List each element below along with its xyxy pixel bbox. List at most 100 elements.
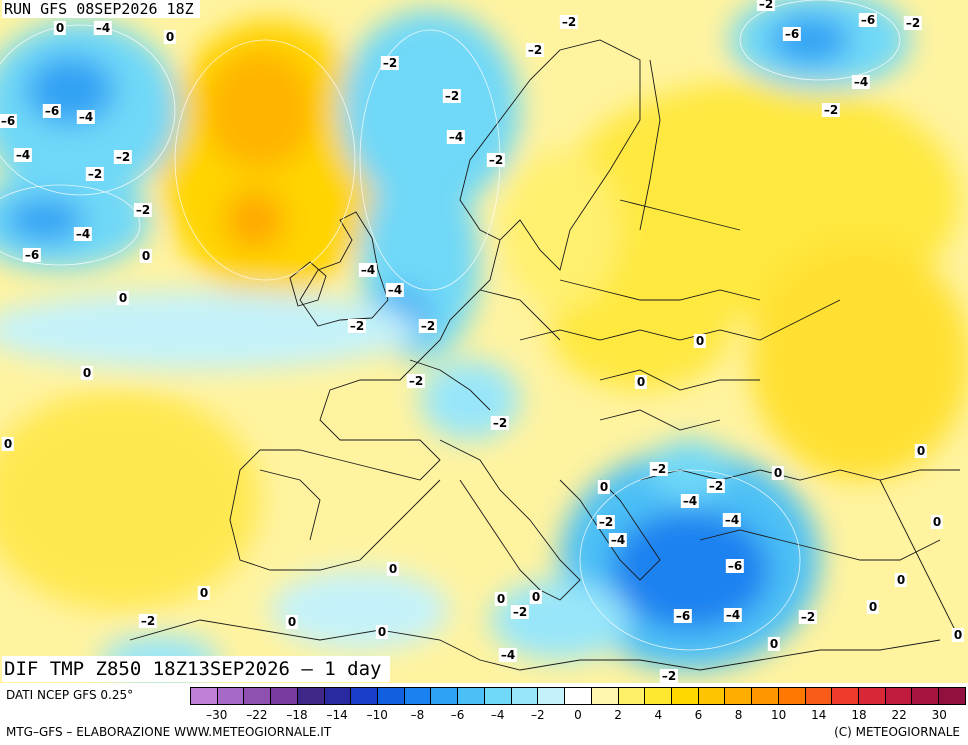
contour-label: –4 xyxy=(385,283,405,297)
tick-label: –22 xyxy=(246,708,268,722)
tick-label: –30 xyxy=(206,708,228,722)
map-area: –2 –2 –2 –2 –4 –2 0 –4 0 –6 –4 –6 –4 –2 –2 –2 –4 –6 0 0 –4 –4… xyxy=(0,0,968,683)
contour-label: 0 xyxy=(139,249,153,263)
contour-label: 0 xyxy=(894,573,908,587)
contour-label: –2 xyxy=(138,614,158,628)
color-swatch xyxy=(538,688,566,704)
contour-label: –2 xyxy=(903,16,923,30)
tick-label: –18 xyxy=(286,708,308,722)
contour-label: –4 xyxy=(851,75,871,89)
contour-label: 0 xyxy=(1,437,15,451)
contour-label: –2 xyxy=(486,153,506,167)
contour-label: –4 xyxy=(93,21,113,35)
color-swatch xyxy=(858,688,886,704)
color-swatch xyxy=(404,688,432,704)
color-swatch xyxy=(244,688,272,704)
tick-label: –8 xyxy=(410,708,425,722)
contour-label: –4 xyxy=(498,648,518,662)
tick-label: –4 xyxy=(490,708,505,722)
color-swatch xyxy=(484,688,512,704)
contour-label: –4 xyxy=(73,227,93,241)
color-swatch xyxy=(885,688,913,704)
color-swatch xyxy=(832,688,859,704)
tick-label: 10 xyxy=(771,708,787,722)
contour-label: –2 xyxy=(706,479,726,493)
data-source: DATI NCEP GFS 0.25° xyxy=(6,688,134,702)
contour-label: –2 xyxy=(649,462,669,476)
contour-label: 0 xyxy=(80,366,94,380)
color-swatch xyxy=(939,688,965,704)
contour-label: –2 xyxy=(798,610,818,624)
tick-label: 6 xyxy=(694,708,703,722)
contour-label: 0 xyxy=(529,590,543,604)
color-swatch xyxy=(458,688,485,704)
tick-label: 2 xyxy=(614,708,622,722)
contour-label: 0 xyxy=(597,480,611,494)
color-swatch xyxy=(511,688,539,704)
contour-label: –6 xyxy=(725,559,745,573)
tick-label: –10 xyxy=(366,708,388,722)
contour-label: –2 xyxy=(406,374,426,388)
contour-label: –2 xyxy=(85,167,105,181)
color-swatch xyxy=(671,688,699,704)
contour-label: –4 xyxy=(76,110,96,124)
contour-label: –4 xyxy=(13,148,33,162)
color-scale-bar xyxy=(190,687,966,705)
credit-left: MTG–GFS – ELABORAZIONE WWW.METEOGIORNALE… xyxy=(6,725,332,739)
contour-label: –6 xyxy=(782,27,802,41)
color-swatch xyxy=(725,688,753,704)
color-swatch xyxy=(591,688,619,704)
contour-label: –2 xyxy=(596,515,616,529)
color-swatch xyxy=(191,688,218,704)
color-swatch xyxy=(351,688,379,704)
color-swatch xyxy=(618,688,646,704)
color-swatch xyxy=(324,688,352,704)
contour-label: –4 xyxy=(446,130,466,144)
contour-label: 0 xyxy=(197,586,211,600)
contour-label: –2 xyxy=(821,103,841,117)
tick-label: –6 xyxy=(450,708,465,722)
run-label: RUN GFS 08SEP2026 18Z xyxy=(2,0,200,18)
contour-label: –6 xyxy=(858,13,878,27)
contour-label: –2 xyxy=(347,319,367,333)
contour-label: –4 xyxy=(358,263,378,277)
color-swatch xyxy=(565,688,592,704)
credit-right: (C) METEOGIORNALE xyxy=(834,725,960,739)
contour-label: –2 xyxy=(113,150,133,164)
contour-label: 0 xyxy=(494,592,508,606)
contour-label: –4 xyxy=(608,533,628,547)
contour-label: 0 xyxy=(914,444,928,458)
tick-label: 22 xyxy=(891,708,907,722)
map-title: DIF TMP Z850 18Z13SEP2026 – 1 day xyxy=(2,656,390,682)
contour-label: 0 xyxy=(930,515,944,529)
contour-label: –2 xyxy=(756,0,776,11)
tick-label: 0 xyxy=(574,708,582,722)
contour-label: 0 xyxy=(693,334,707,348)
contour-label: –6 xyxy=(42,104,62,118)
contour-label: –2 xyxy=(525,43,545,57)
contour-label: –6 xyxy=(673,609,693,623)
contour-label: 0 xyxy=(866,600,880,614)
tick-label: 14 xyxy=(811,708,827,722)
tick-label: 8 xyxy=(734,708,743,722)
contour-label: –4 xyxy=(722,513,742,527)
color-scale-ticks: –30 –22 –18 –14 –10 –8 –6 –4 –2 0 2 4 6 8 10 14 18 22 30 xyxy=(190,708,966,724)
tick-label: –14 xyxy=(326,708,348,722)
color-swatch xyxy=(271,688,298,704)
contour-label: –6 xyxy=(0,114,18,128)
contour-label: 0 xyxy=(386,562,400,576)
contour-label: 0 xyxy=(285,615,299,629)
contour-label: –2 xyxy=(418,319,438,333)
contour-label: 0 xyxy=(771,466,785,480)
contour-label: 0 xyxy=(634,375,648,389)
contour-label: –4 xyxy=(723,608,743,622)
contour-label: –2 xyxy=(510,605,530,619)
tick-label: 30 xyxy=(931,708,947,722)
contour-label: 0 xyxy=(375,625,389,639)
contour-label: –4 xyxy=(680,494,700,508)
color-swatch xyxy=(217,688,245,704)
contour-label: 0 xyxy=(951,628,965,642)
tick-label: 18 xyxy=(851,708,867,722)
temperature-anomaly-map xyxy=(0,0,968,683)
contour-label: 0 xyxy=(116,291,130,305)
